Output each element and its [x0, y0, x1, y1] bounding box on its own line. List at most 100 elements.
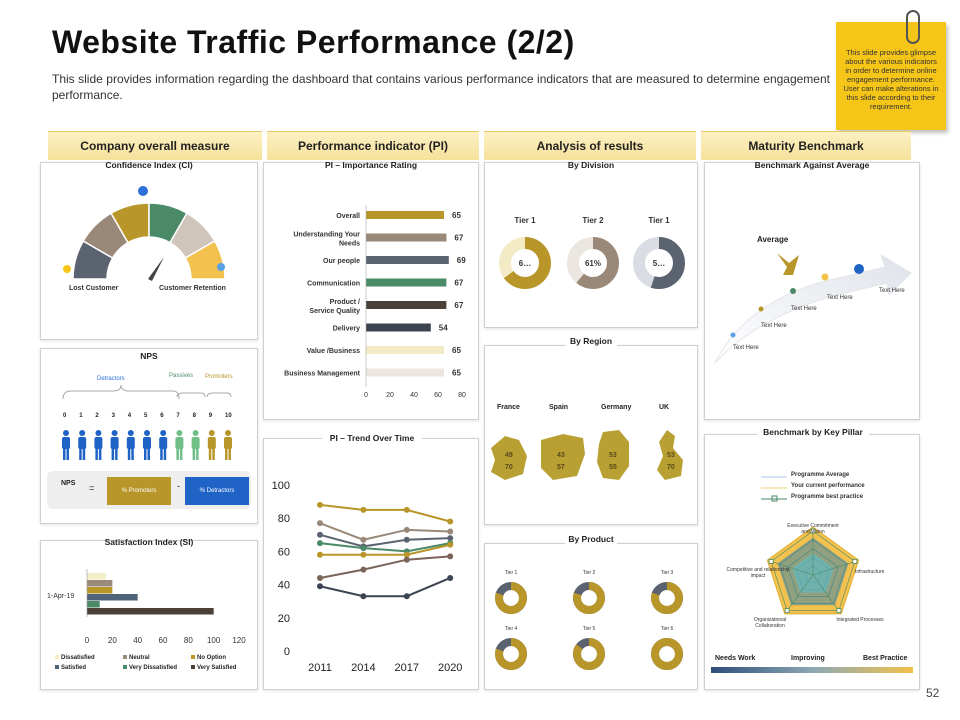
region-map-shape [491, 436, 527, 480]
trend-ytick: 0 [284, 646, 290, 658]
product-panel: By Product Tier 1 Tier 2 Tier 3 Tier 4 Tier … [484, 534, 698, 690]
person-icon [94, 430, 103, 460]
detractors-label: Detractors [97, 376, 125, 382]
pillar-legend-average: Programme Average [791, 472, 850, 478]
product-tier-label: Tier 6 [661, 626, 674, 632]
trend-point [317, 583, 323, 590]
si-legend-item: No Option [191, 655, 226, 661]
trend-ytick: 60 [278, 546, 290, 558]
confidence-gauge [63, 186, 226, 281]
region-country-name: France [497, 404, 520, 411]
importance-category: Understanding Your [293, 232, 360, 239]
division-value: 61% [585, 259, 601, 268]
radar-spoke [812, 574, 840, 611]
promoters-box: % Promoters [107, 477, 171, 505]
nps-equals: = [89, 483, 95, 493]
nps-scale-number: 10 [225, 413, 232, 419]
importance-category: Our people [323, 258, 360, 265]
nps-scale-number: 9 [208, 413, 213, 419]
radar-marker [852, 559, 858, 564]
si-tick: 40 [133, 636, 142, 645]
pillar-legend-current: Your current performance [791, 483, 865, 489]
region-country: France 49 70 [485, 404, 539, 514]
nps-scale-number: 8 [192, 413, 196, 419]
trend-point [447, 541, 454, 548]
product-tier-label: Tier 4 [505, 626, 518, 632]
trend-series-line [319, 555, 451, 579]
trend-series-line [319, 542, 451, 553]
region-grid: France 49 70 Spain 43 57 Germany 53 55 UK 53 70 [485, 404, 697, 514]
page-number: 52 [926, 686, 940, 700]
axis-executive: Executive Commitment and Vision [787, 523, 839, 535]
si-tick: 100 [207, 636, 221, 645]
trend-point [317, 501, 323, 508]
trend-xtick: 2011 [308, 662, 332, 674]
division-donut [567, 237, 619, 289]
division-tier-label: Tier 1 [648, 216, 670, 225]
nps-minus: - [177, 481, 180, 491]
product-donut-arc [651, 638, 683, 670]
product-donut-arc [495, 582, 527, 614]
importance-value: 54 [439, 324, 448, 333]
si-bar [87, 594, 138, 601]
average-label: Average [757, 235, 789, 244]
pillar-legend-graphic [761, 476, 787, 502]
importance-category: Service Quality [309, 308, 360, 315]
nps-scale-number: 0 [63, 413, 67, 419]
importance-bar [366, 211, 444, 219]
satisfaction-title: Satisfaction Index (SI) [104, 537, 194, 547]
pillar-title: Benchmark by Key Pillar [757, 427, 869, 437]
text-here-1: Text Here [733, 345, 759, 351]
importance-category: Delivery [333, 326, 360, 333]
nps-scale-number: 2 [95, 413, 99, 419]
benchmark-arrow-graphic [714, 253, 912, 364]
importance-bar [366, 368, 444, 377]
nps-formula-label: NPS [61, 480, 76, 487]
importance-panel: PI – Importance Rating 65 Overall 67 Unders… [263, 160, 479, 420]
nps-scale-number: 4 [127, 413, 132, 419]
trend-xtick: 2020 [438, 662, 462, 674]
importance-bar [366, 278, 447, 287]
region-map-shape [657, 430, 683, 480]
page-title: Website Traffic Performance (2/2) [52, 24, 575, 60]
trend-ytick: 40 [278, 580, 290, 592]
importance-category: Value /Business [307, 348, 360, 355]
benchmark-average-panel: Benchmark Against Average Average Text H… [704, 160, 920, 420]
text-here-4: Text Here [827, 295, 853, 301]
trend-point [360, 593, 367, 600]
si-tick: 0 [85, 636, 90, 645]
trend-point [360, 536, 367, 543]
region-panel: By Region France 49 70 Spain 43 57 Germany 53 55… [484, 336, 698, 525]
person-icon [207, 430, 216, 460]
importance-value: 65 [452, 346, 461, 355]
si-tick: 20 [108, 636, 117, 645]
importance-bar [366, 323, 431, 332]
product-donut [495, 582, 527, 614]
si-bar [87, 580, 113, 587]
benchmark-average-title: Benchmark Against Average [754, 160, 870, 170]
division-donut [633, 237, 685, 289]
trend-series-line [320, 543, 451, 556]
point-1 [730, 332, 736, 338]
importance-value: 67 [454, 234, 463, 243]
person-icon [159, 430, 168, 460]
si-legend-item: Very Satisfied [191, 665, 236, 671]
trend-point [403, 536, 410, 543]
point-5 [854, 264, 864, 274]
axis-infrastructure: Infrastructure [855, 569, 885, 575]
nps-scale-number: 3 [111, 413, 115, 419]
nps-panel: NPS Detractors Passives Promoters 0 1 2 3 4 5… [40, 348, 258, 524]
radar-spoke [812, 561, 855, 576]
person-icon [143, 430, 151, 460]
importance-bar [366, 301, 447, 309]
importance-chart: 65 Overall 67 Understanding Your Needs 69 Our … [284, 205, 466, 399]
region-title: By Region [565, 336, 617, 346]
division-panel: By Division Tier 1 6… Tier 2 61% Tier 1 5… [484, 160, 698, 328]
trend-point [317, 520, 323, 527]
paperclip-icon [906, 10, 920, 44]
trend-ytick: 100 [272, 480, 290, 492]
trend-ytick: 20 [278, 613, 290, 625]
importance-category: Business Management [284, 371, 361, 378]
si-bar [87, 608, 214, 615]
header-maturity-benchmark: Maturity Benchmark [701, 131, 911, 160]
